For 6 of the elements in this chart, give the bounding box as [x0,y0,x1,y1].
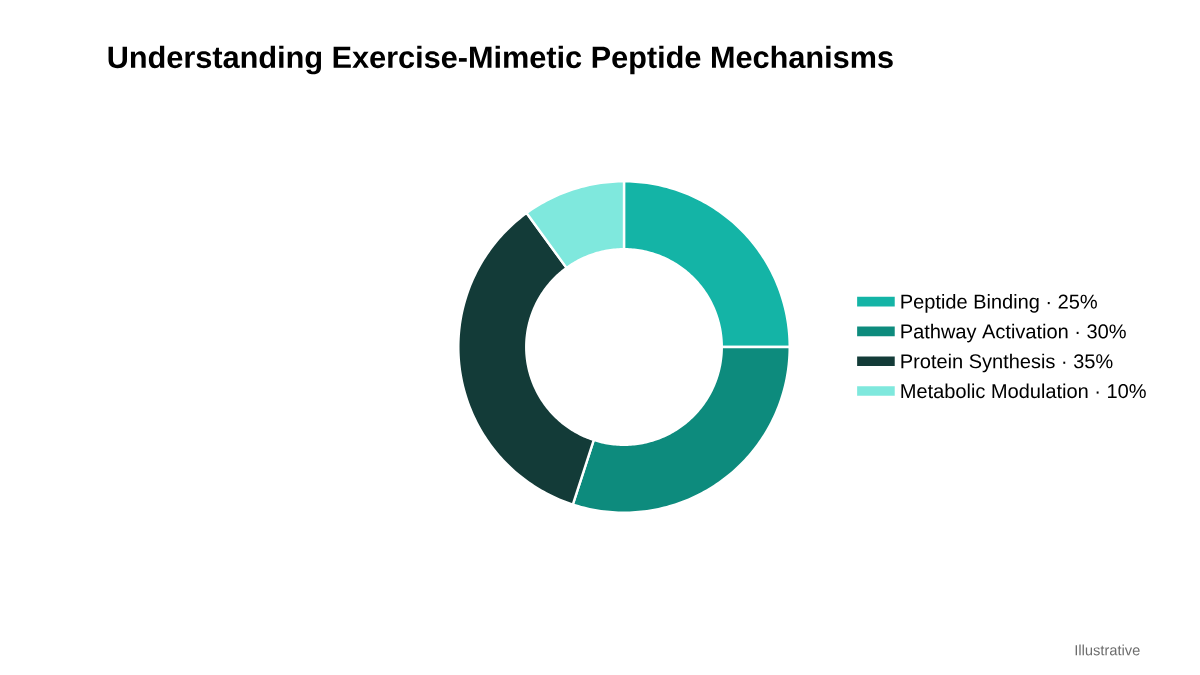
legend-label: Protein Synthesis · 35% [901,353,1113,373]
legend-label: Metabolic Modulation · 10% [901,383,1146,399]
legend-label: Pathway Activation · 30% [901,323,1126,343]
chart-title: Understanding Exercise-Mimetic Peptide Mechanisms [108,45,893,75]
legend-label: Peptide Binding · 25% [901,294,1097,313]
text: Illustrative [1075,644,1140,656]
